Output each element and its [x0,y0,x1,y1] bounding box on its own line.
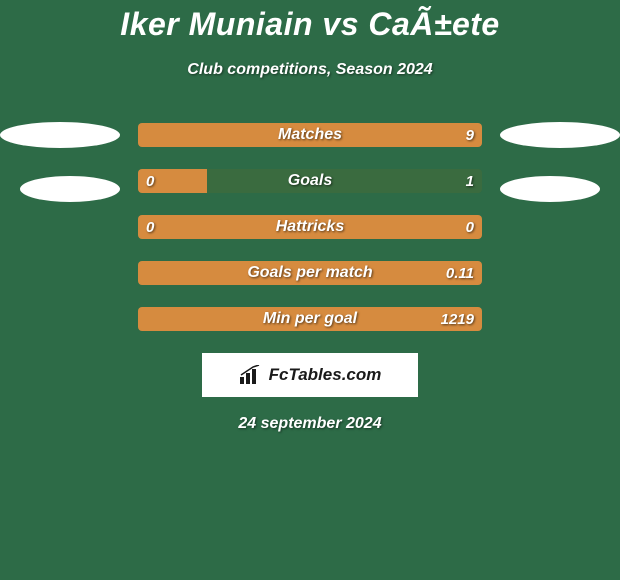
date-line: 24 september 2024 [0,415,620,433]
subtitle: Club competitions, Season 2024 [0,61,620,79]
stat-bar: Hattricks0 0 [138,215,482,239]
pitch-ellipse-top-left [0,122,120,148]
bar-value-right: 9 [466,123,474,147]
brand-box[interactable]: FcTables.com [202,353,418,397]
pitch-ellipse-top-right [500,122,620,148]
stat-bar: Min per goal1219 [138,307,482,331]
pitch-ellipse-bottom-left [20,176,120,202]
bar-value-left: 0 [146,169,154,193]
chart-icon [239,365,263,385]
pitch-ellipse-bottom-right [500,176,600,202]
bar-value-right: 0.11 [446,261,474,285]
bar-label: Min per goal [138,307,482,331]
bar-label: Hattricks [138,215,482,239]
bar-label: Goals [138,169,482,193]
bar-value-right: 1219 [441,307,474,331]
comparison-bars: Matches9Goals01Hattricks00Goals per matc… [138,123,482,331]
brand-text: FcTables.com [269,365,382,385]
stat-bar: Goals0 1 [138,169,482,193]
bar-label: Goals per match [138,261,482,285]
bar-value-right: 1 [466,169,474,193]
bar-value-right: 0 [466,215,474,239]
stat-bar: Goals per match0.11 [138,261,482,285]
page-title: Iker Muniain vs CaÃ±ete [0,0,620,43]
bar-label: Matches [138,123,482,147]
stat-bar: Matches9 [138,123,482,147]
bar-value-left: 0 [146,215,154,239]
